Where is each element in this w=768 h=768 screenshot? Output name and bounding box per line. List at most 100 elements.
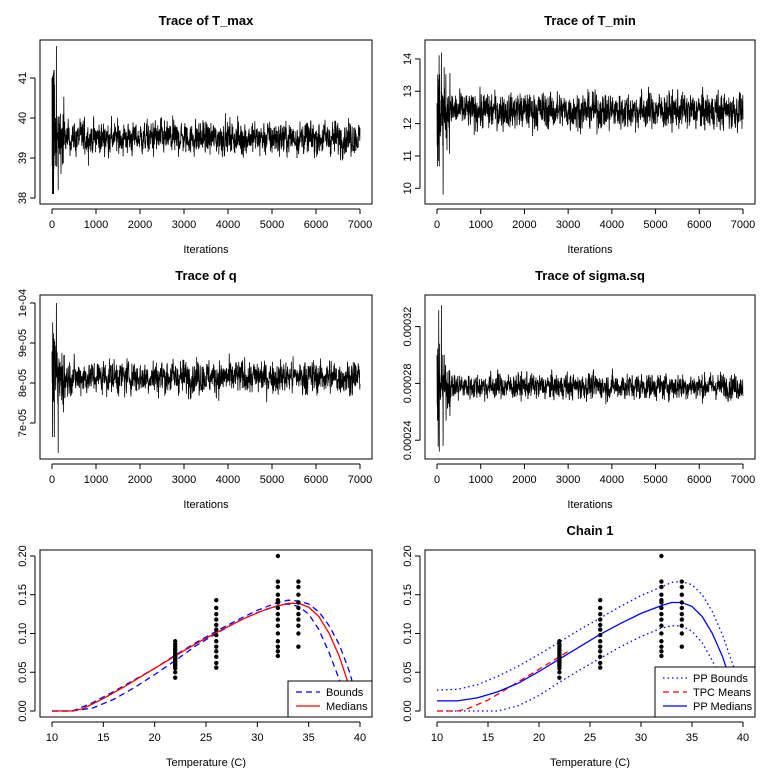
- data-point: [659, 653, 664, 659]
- data-point: [214, 627, 219, 632]
- chart-panel-2: Trace of T_min 0 1000 2000 3000 4000 5000 6000 7…: [402, 13, 756, 256]
- x-tick-label: 5000: [643, 219, 667, 231]
- curve-bound: [437, 625, 734, 712]
- trace-line: [436, 305, 744, 452]
- data-point: [214, 639, 219, 644]
- y-tick-label: 12: [402, 117, 414, 129]
- x-tick-label: 0: [49, 474, 55, 486]
- data-point: [214, 654, 219, 659]
- data-point: [275, 611, 281, 617]
- data-point: [296, 584, 301, 590]
- data-point: [659, 611, 664, 617]
- y-tick-label: 40: [17, 112, 29, 124]
- chart-title: Trace of T_min: [544, 13, 636, 28]
- x-axis-label: Temperature (C): [166, 757, 246, 768]
- data-point: [659, 639, 664, 644]
- data-point: [275, 623, 281, 628]
- x-tick-label: 3000: [556, 219, 580, 231]
- data-point: [598, 649, 603, 654]
- plot-frame: [424, 294, 756, 460]
- x-tick-label: 10: [431, 732, 443, 744]
- y-tick-label: 0.00028: [402, 364, 414, 404]
- curve-medians: [52, 602, 357, 712]
- data-point: [557, 639, 562, 644]
- data-point: [679, 605, 684, 611]
- x-tick-label: 3000: [172, 474, 196, 486]
- data-point: [173, 642, 178, 647]
- x-tick-label: 2000: [512, 474, 536, 486]
- data-point: [275, 592, 281, 597]
- data-point: [296, 611, 301, 617]
- x-tick-label: 6000: [304, 219, 328, 231]
- x-tick-label: 4000: [216, 219, 240, 231]
- x-tick-label: 4000: [216, 474, 240, 486]
- y-tick-label: 7e-05: [17, 409, 29, 437]
- y-tick-label: 11: [402, 150, 414, 161]
- data-point: [275, 649, 281, 654]
- trace-line: [51, 302, 361, 454]
- y-tick-label: 0.00024: [402, 420, 414, 460]
- data-point: [275, 584, 281, 590]
- y-tick-label: 0.00: [402, 700, 414, 721]
- x-tick-label: 40: [354, 732, 366, 744]
- chart-panel-3: Trace of q 0 1000 2000 3000 4000 5000 6000 7000 I…: [17, 268, 373, 511]
- data-point: [679, 644, 684, 649]
- data-point: [557, 670, 562, 675]
- data-point: [214, 665, 219, 670]
- data-point: [659, 623, 664, 628]
- data-point: [296, 600, 301, 605]
- data-point: [659, 605, 664, 611]
- data-point: [598, 605, 603, 611]
- x-tick-label: 15: [97, 732, 109, 744]
- data-point: [679, 623, 684, 628]
- x-tick-label: 3000: [556, 474, 580, 486]
- x-tick-label: 7000: [731, 219, 755, 231]
- x-tick-label: 1000: [84, 474, 108, 486]
- x-tick-label: 35: [303, 732, 315, 744]
- x-tick-label: 1000: [84, 219, 108, 231]
- x-tick-label: 2000: [512, 219, 536, 231]
- x-tick-label: 20: [533, 732, 545, 744]
- data-point: [679, 584, 684, 590]
- y-tick-label: 39: [17, 152, 29, 164]
- data-point: [557, 675, 562, 680]
- x-tick-label: 7000: [731, 474, 755, 486]
- legend: Bounds Medians: [287, 680, 373, 718]
- curve-pp-medians: [437, 601, 739, 708]
- data-point: [659, 644, 664, 649]
- chart-title: Trace of sigma.sq: [535, 268, 645, 283]
- data-point: [214, 649, 219, 654]
- y-tick-label: 1e-04: [17, 289, 29, 317]
- data-point: [214, 605, 219, 611]
- data-point: [598, 632, 603, 638]
- legend: PP Bounds TPC Means PP Medians: [654, 666, 756, 718]
- x-axis-label: Iterations: [567, 499, 613, 511]
- data-point: [659, 579, 664, 584]
- data-point: [659, 584, 664, 590]
- x-axis-label: Iterations: [183, 499, 229, 511]
- x-tick-label: 1000: [468, 474, 492, 486]
- data-point: [679, 631, 684, 636]
- x-tick-label: 25: [200, 732, 212, 744]
- data-point: [679, 579, 684, 584]
- data-point: [275, 631, 281, 636]
- chart-title: Trace of T_max: [159, 13, 254, 28]
- y-tick-label: 0.20: [17, 545, 29, 566]
- data-point: [679, 600, 684, 605]
- legend-label: PP Bounds: [693, 673, 748, 685]
- trace-line: [51, 45, 361, 195]
- data-point: [296, 617, 301, 622]
- x-tick-label: 7000: [348, 219, 372, 231]
- x-tick-label: 6000: [687, 219, 711, 231]
- data-point: [296, 631, 301, 636]
- legend-label: PP Medians: [693, 701, 753, 713]
- x-tick-label: 0: [434, 474, 440, 486]
- data-point: [214, 611, 219, 617]
- x-tick-label: 5000: [260, 219, 284, 231]
- data-point: [598, 660, 603, 666]
- data-point: [659, 553, 664, 559]
- data-point: [173, 675, 178, 680]
- y-tick-label: 0.15: [402, 584, 414, 605]
- legend-box: [654, 666, 756, 718]
- data-point: [679, 617, 684, 622]
